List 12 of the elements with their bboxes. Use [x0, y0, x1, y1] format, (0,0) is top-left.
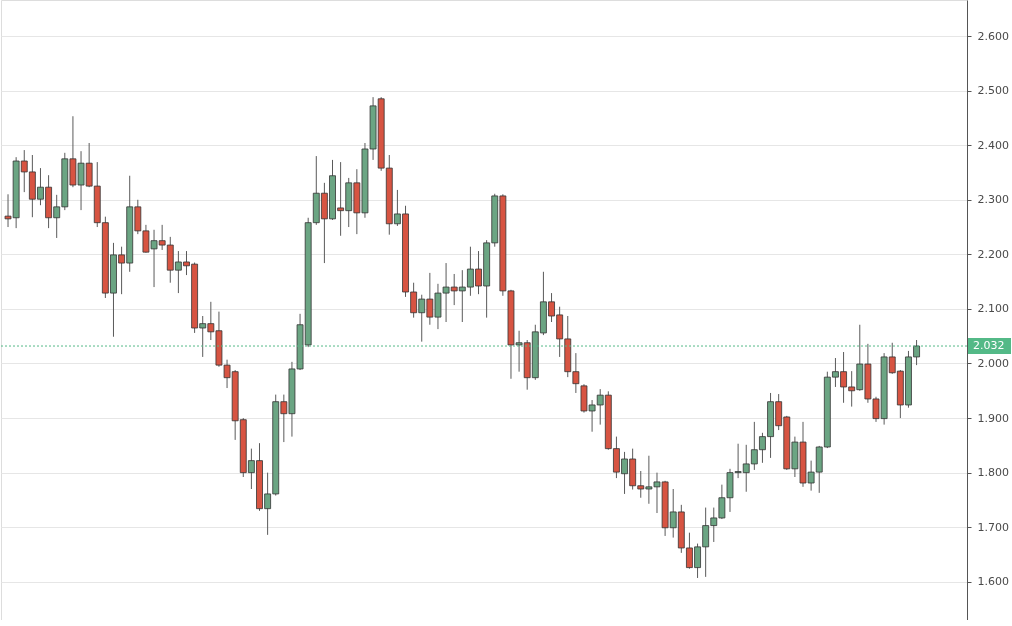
- y-tick-label: 2.100: [977, 302, 1009, 316]
- y-tick-label: 2.500: [977, 84, 1009, 98]
- y-tick-label: 1.900: [977, 411, 1009, 425]
- y-tick-label: 2.600: [977, 29, 1009, 43]
- y-tick-label: 1.700: [977, 520, 1009, 534]
- y-tick-label: 2.300: [977, 193, 1009, 207]
- y-tick-label: 2.000: [977, 356, 1009, 370]
- y-tick-label: 1.600: [977, 575, 1009, 589]
- ref-line-label: 2.032: [973, 339, 1005, 353]
- y-tick-label: 2.400: [977, 138, 1009, 152]
- y-tick-label: 2.200: [977, 247, 1009, 261]
- y-tick-label: 1.800: [977, 466, 1009, 480]
